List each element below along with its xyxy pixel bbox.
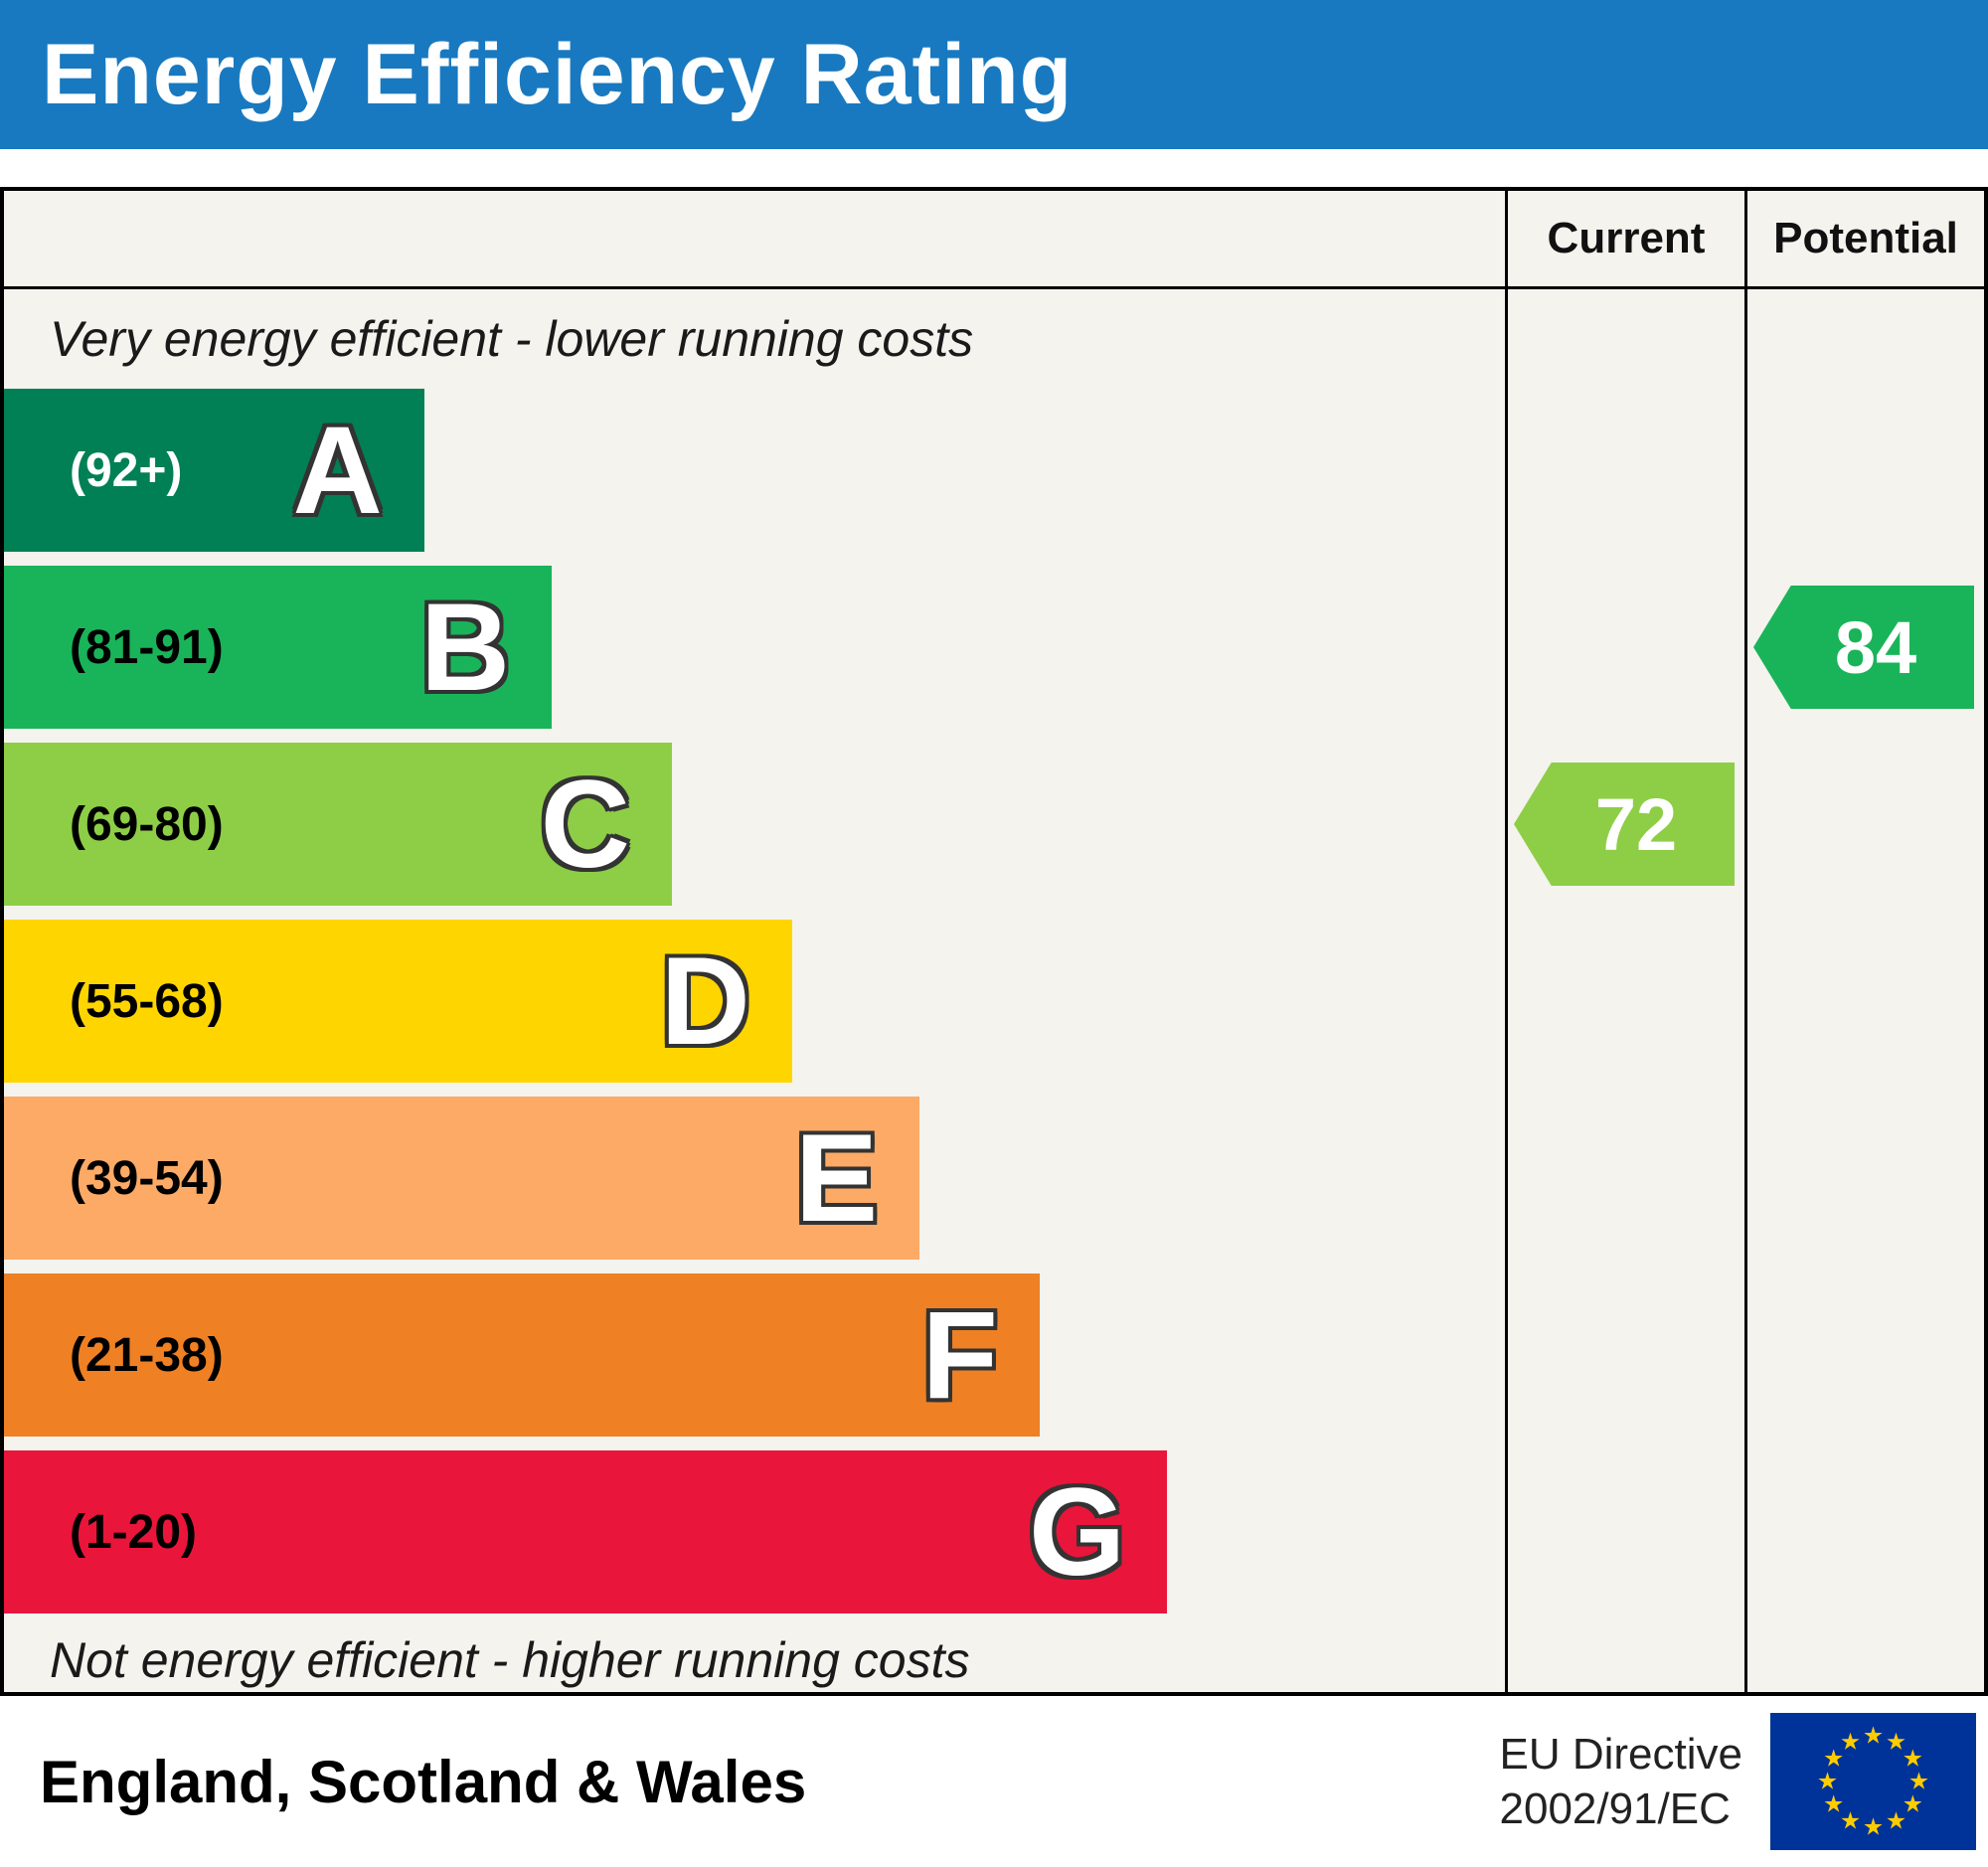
bands-area: Very energy efficient - lower running co… [4, 289, 1505, 1692]
eu-flag-star [1841, 1811, 1860, 1829]
column-header-spacer [4, 191, 1505, 286]
band-b-range: (81-91) [70, 620, 224, 674]
band-e: (39-54) E [4, 1097, 920, 1260]
band-c-range: (69-80) [70, 797, 224, 851]
eu-directive-line1: EU Directive [1499, 1730, 1743, 1779]
band-g: (1-20) G [4, 1450, 1168, 1613]
eu-flag-star [1904, 1794, 1922, 1812]
bottom-note: Not energy efficient - higher running co… [50, 1631, 970, 1688]
current-column-header: Current [1505, 191, 1744, 286]
band-b: (81-91) B [4, 566, 553, 729]
band-a-range: (92+) [70, 443, 183, 497]
band-g-letter: G [1029, 1462, 1126, 1602]
current-indicator: 72 [1514, 763, 1735, 886]
eu-flag-star [1887, 1811, 1905, 1829]
band-f: (21-38) F [4, 1273, 1040, 1437]
eu-flag-star [1841, 1732, 1860, 1750]
potential-column-header: Potential [1744, 191, 1984, 286]
band-d-letter: D [660, 932, 750, 1071]
band-a-letter: A [292, 401, 383, 540]
potential-indicator: 84 [1753, 586, 1974, 709]
title-bar: Energy Efficiency Rating [0, 0, 1988, 149]
eu-flag-star [1824, 1794, 1843, 1812]
band-c: (69-80) C [4, 743, 672, 906]
region-label: England, Scotland & Wales [40, 1748, 807, 1815]
eu-directive-line2: 2002/91/EC [1499, 1784, 1731, 1833]
eu-flag-star [1909, 1772, 1928, 1789]
top-note: Very energy efficient - lower running co… [50, 311, 974, 367]
footer: England, Scotland & Wales EU Directive 2… [0, 1696, 1988, 1867]
band-g-range: (1-20) [70, 1505, 198, 1559]
potential-value: 84 [1834, 605, 1917, 689]
band-a: (92+) A [4, 389, 424, 552]
eu-flag-icon [1770, 1713, 1976, 1850]
current-value: 72 [1594, 782, 1678, 866]
band-d-range: (55-68) [70, 974, 224, 1028]
band-b-letter: B [419, 578, 511, 717]
page-title: Energy Efficiency Rating [42, 26, 1074, 122]
rating-table: Current Potential Very energy efficient … [0, 187, 1988, 1696]
band-e-range: (39-54) [70, 1151, 224, 1205]
current-column: 72 [1505, 289, 1744, 1692]
band-c-letter: C [540, 755, 630, 894]
eu-flag-star [1887, 1732, 1905, 1750]
eu-flag-star [1818, 1772, 1837, 1789]
potential-column: 84 [1744, 289, 1984, 1692]
eu-flag-star [1864, 1817, 1883, 1835]
rating-table-body: Very energy efficient - lower running co… [4, 289, 1984, 1692]
band-d: (55-68) D [4, 920, 792, 1083]
band-f-letter: F [921, 1285, 998, 1425]
eu-flag-star [1864, 1726, 1883, 1744]
band-f-range: (21-38) [70, 1328, 224, 1382]
column-header-row: Current Potential [4, 191, 1984, 289]
eu-flag-star [1824, 1749, 1843, 1767]
band-e-letter: E [794, 1108, 879, 1248]
eu-flag-star [1904, 1749, 1922, 1767]
eu-directive-label: EU Directive 2002/91/EC [1500, 1727, 1743, 1836]
